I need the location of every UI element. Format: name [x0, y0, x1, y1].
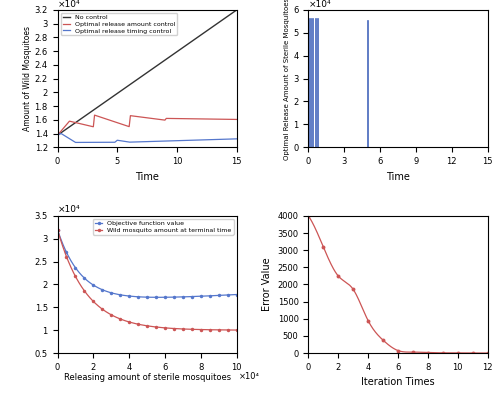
Wild mosquito amount at terminal time: [130, 320, 136, 325]
Optimal release timing control: [234, 136, 239, 141]
No control: [130, 80, 136, 85]
Objective function value: [151, 295, 157, 300]
Wild mosquito amount at terminal time: [234, 328, 239, 332]
Objective function value: [54, 227, 60, 232]
No control: [234, 8, 239, 12]
Optimal release amount control: [138, 115, 143, 119]
X-axis label: Releasing amount of sterile mosquitoes: Releasing amount of sterile mosquitoes: [64, 373, 230, 382]
Optimal release timing control: [156, 139, 162, 144]
Optimal release amount control: [68, 119, 74, 124]
Optimal release timing control: [134, 140, 140, 144]
Objective function value: [234, 292, 239, 297]
Optimal release amount control: [92, 113, 98, 118]
Optimal release timing control: [138, 139, 143, 144]
Text: ×10⁴: ×10⁴: [308, 0, 331, 9]
No control: [138, 75, 143, 80]
No control: [68, 123, 74, 128]
No control: [156, 61, 162, 66]
Line: Optimal release amount control: Optimal release amount control: [58, 115, 236, 135]
Y-axis label: Amount of Wild Mosquitoes: Amount of Wild Mosquitoes: [22, 26, 32, 131]
Wild mosquito amount at terminal time: [218, 328, 224, 332]
X-axis label: Time: Time: [386, 172, 410, 182]
Optimal release amount control: [76, 121, 82, 126]
Optimal release timing control: [76, 140, 82, 145]
Line: Wild mosquito amount at terminal time: Wild mosquito amount at terminal time: [56, 228, 238, 332]
Text: ×10⁴: ×10⁴: [238, 372, 260, 381]
Wild mosquito amount at terminal time: [151, 324, 157, 329]
Optimal release amount control: [234, 117, 239, 122]
Objective function value: [56, 230, 62, 235]
Line: Optimal release timing control: Optimal release timing control: [58, 134, 236, 142]
Optimal release timing control: [58, 131, 64, 136]
Wild mosquito amount at terminal time: [70, 271, 76, 275]
Optimal release timing control: [131, 140, 137, 144]
Objective function value: [120, 293, 126, 298]
Wild mosquito amount at terminal time: [120, 318, 126, 322]
No control: [54, 133, 60, 138]
Text: ×10⁴: ×10⁴: [58, 0, 80, 9]
Wild mosquito amount at terminal time: [54, 227, 60, 232]
No control: [76, 118, 82, 123]
Y-axis label: Optimal Release Amount of Sterile Mosquitoes: Optimal Release Amount of Sterile Mosqui…: [284, 0, 290, 160]
X-axis label: Iteration Times: Iteration Times: [361, 377, 434, 387]
Optimal release amount control: [156, 117, 162, 122]
Objective function value: [130, 294, 136, 299]
Wild mosquito amount at terminal time: [56, 230, 62, 235]
Optimal release timing control: [72, 140, 78, 145]
X-axis label: Time: Time: [135, 172, 159, 182]
Objective function value: [220, 293, 226, 298]
Optimal release timing control: [54, 133, 60, 138]
Line: No control: No control: [58, 10, 236, 135]
Optimal release amount control: [134, 114, 140, 119]
Objective function value: [70, 263, 76, 267]
Y-axis label: Error Value: Error Value: [262, 258, 272, 311]
No control: [134, 77, 140, 82]
Optimal release amount control: [130, 114, 136, 119]
Objective function value: [156, 295, 162, 300]
Line: Objective function value: Objective function value: [56, 228, 238, 299]
Optimal release amount control: [54, 133, 60, 138]
Legend: Objective function value, Wild mosquito amount at terminal time: Objective function value, Wild mosquito …: [93, 219, 234, 235]
Optimal release timing control: [68, 138, 74, 142]
Legend: No control, Optimal release amount control, Optimal release timing control: No control, Optimal release amount contr…: [60, 13, 177, 36]
Text: ×10⁴: ×10⁴: [58, 205, 80, 215]
